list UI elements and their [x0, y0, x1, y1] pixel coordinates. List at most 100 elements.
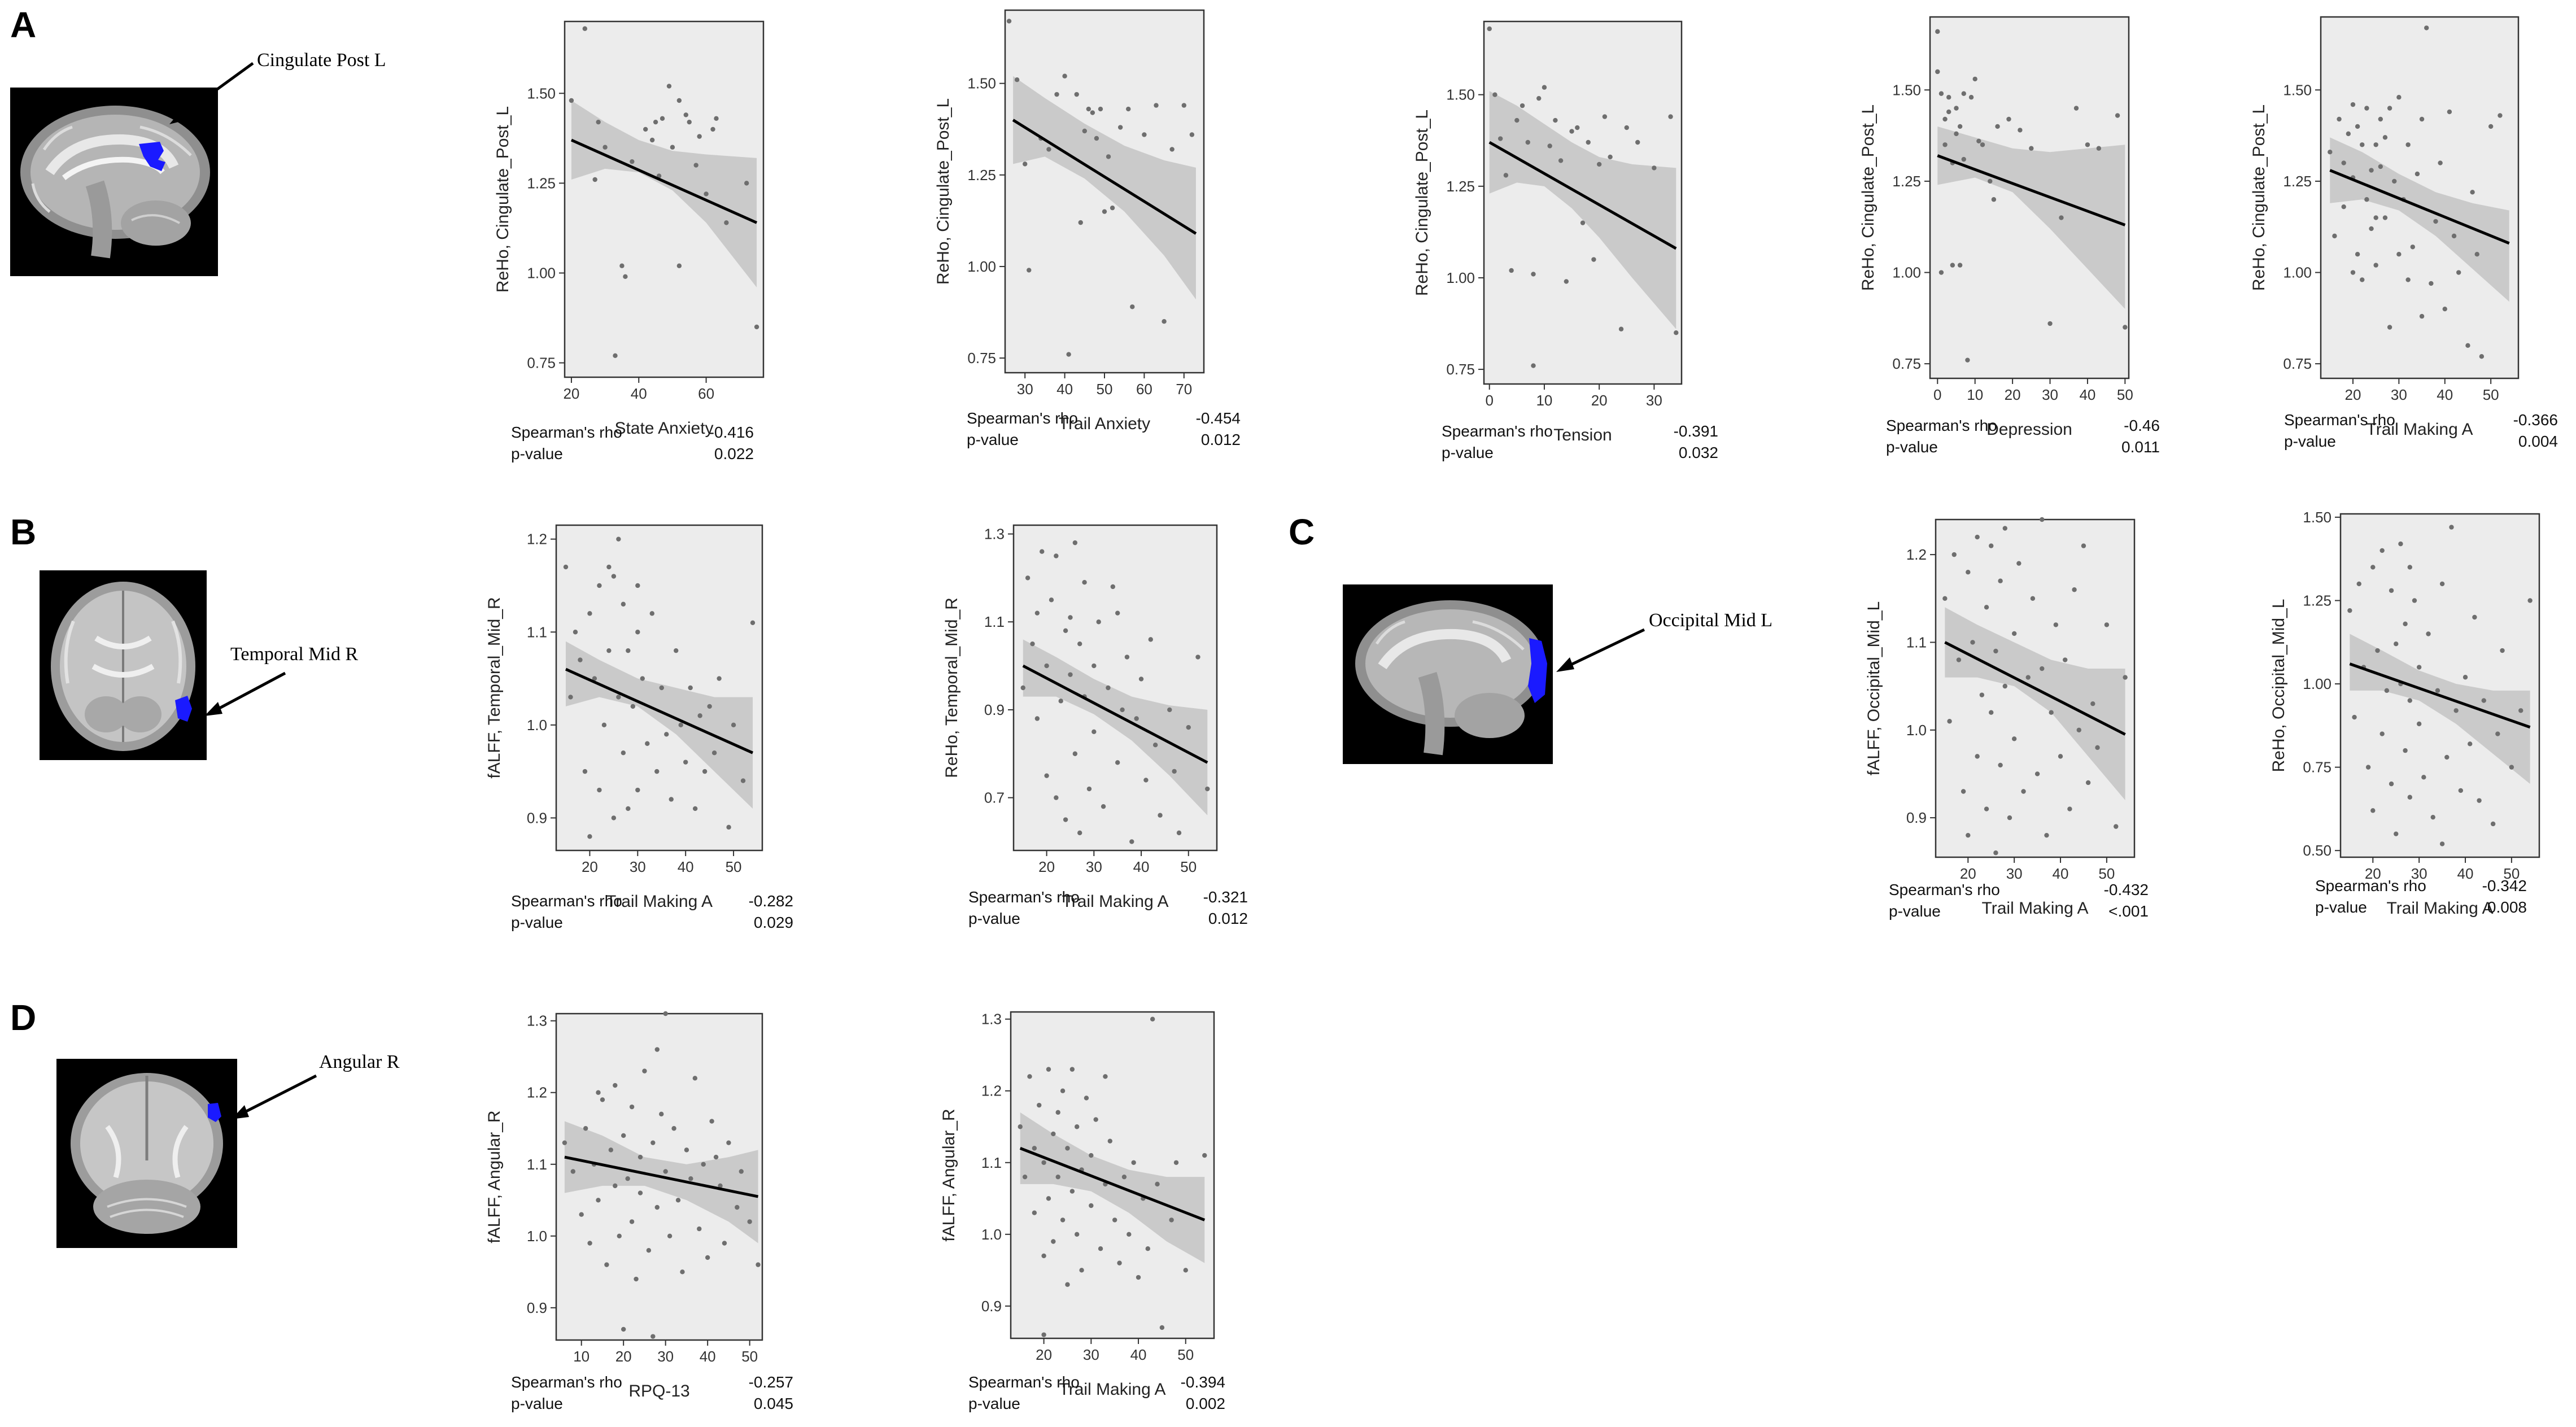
data-point — [1487, 26, 1492, 32]
data-point — [663, 1169, 668, 1174]
data-point — [1077, 641, 1082, 647]
data-point — [1591, 257, 1596, 262]
data-point — [1054, 91, 1059, 97]
data-point — [623, 274, 628, 280]
data-point — [1130, 304, 1135, 309]
data-point — [697, 1226, 702, 1232]
regression-line — [565, 667, 754, 754]
data-point — [1117, 1260, 1122, 1265]
y-tick-label: 1.0 — [1906, 722, 1927, 739]
data-point — [1065, 1146, 1070, 1151]
x-axis-label: Trail Making A — [1982, 899, 2089, 918]
chart-A5: 20 30 40 50 0.75 1.00 1.25 1.50 Trail Making A Re… — [2250, 16, 2520, 439]
data-point — [1947, 719, 1952, 724]
data-point — [1984, 806, 1989, 811]
data-point — [1674, 330, 1679, 335]
rho-value: -0.432 — [2103, 881, 2149, 898]
data-point — [726, 824, 731, 830]
data-point — [640, 676, 645, 681]
y-tick-label: 0.75 — [527, 355, 556, 372]
data-point — [645, 741, 650, 746]
y-axis-label: fALFF, Angular_R — [485, 1110, 504, 1243]
data-point — [1956, 657, 1962, 662]
data-point — [1065, 1282, 1070, 1287]
data-point — [1079, 1268, 1084, 1273]
data-point — [2025, 675, 2031, 680]
scatter-plot-a2: 30 40 50 60 70 0.75 1.00 1.25 1.50 Trail Anxiety R… — [920, 5, 1215, 452]
rho-label: Spearman's rho — [511, 1373, 622, 1391]
data-point — [1152, 742, 1158, 748]
regression-line — [1488, 141, 1677, 250]
data-point — [1110, 584, 1116, 590]
data-point — [2449, 525, 2454, 530]
data-point — [1942, 142, 1948, 147]
data-point — [579, 1212, 584, 1217]
region-label-occipital-mid-l: Occipital Mid L — [1649, 610, 1773, 631]
data-point — [2416, 721, 2422, 727]
data-point — [671, 1126, 676, 1131]
data-point — [1032, 1210, 1037, 1215]
data-point — [1602, 114, 1608, 119]
data-point — [704, 191, 709, 197]
p-value: 0.012 — [1208, 910, 1248, 927]
p-label: p-value — [1886, 438, 1938, 456]
x-tick-label: 20 — [1038, 858, 1055, 875]
data-point — [1098, 1246, 1103, 1251]
x-tick-label: 20 — [582, 858, 598, 875]
rho-value: -0.366 — [2513, 411, 2558, 429]
confidence-band — [564, 1121, 758, 1243]
y-axis-label: ReHo, Cingulate_Post_L — [1413, 110, 1431, 296]
data-point — [2085, 780, 2091, 785]
data-point — [2346, 131, 2351, 137]
chart-C1: 20 30 40 50 0.9 1.0 1.1 1.2 Trail Making A fALFF,… — [1865, 517, 2136, 918]
data-point — [2373, 215, 2378, 220]
p-label: p-value — [968, 1395, 1020, 1412]
p-label: p-value — [511, 1395, 563, 1412]
data-point — [1998, 578, 2003, 583]
data-point — [2509, 765, 2514, 770]
p-label: p-value — [1442, 444, 1494, 461]
data-point — [650, 1334, 656, 1339]
rho-value: -0.282 — [748, 892, 793, 910]
data-point — [2355, 252, 2360, 257]
x-tick-label: 50 — [2098, 865, 2115, 882]
data-point — [1072, 751, 1078, 756]
data-point — [2392, 178, 2397, 184]
data-point — [1624, 125, 1629, 130]
data-point — [1558, 158, 1564, 163]
data-point — [1995, 124, 2000, 129]
data-point — [2378, 164, 2383, 169]
rho-label: Spearman's rho — [511, 892, 622, 910]
confidence-band — [2330, 137, 2509, 302]
data-point — [1966, 569, 1971, 575]
confidence-band — [1489, 91, 1676, 329]
y-tick-label: 0.9 — [984, 701, 1005, 718]
data-point — [1942, 116, 1948, 122]
stats-c1: Spearman's rho -0.432 p-value <.001 — [1889, 881, 2149, 924]
data-point — [1492, 92, 1497, 97]
brain-sagittal-a — [20, 106, 210, 259]
data-point — [1514, 117, 1520, 123]
data-point — [630, 704, 636, 709]
data-point — [1055, 1174, 1060, 1180]
data-point — [2114, 824, 2119, 829]
regression-line — [1944, 641, 2126, 736]
p-value: 0.022 — [714, 445, 754, 462]
data-point — [1531, 272, 1536, 277]
data-point — [2477, 798, 2482, 803]
data-point — [2379, 731, 2385, 736]
data-point — [1961, 156, 1966, 162]
data-point — [717, 676, 722, 681]
y-tick-label: 1.0 — [981, 1226, 1002, 1243]
highlight-angular-r — [208, 1103, 221, 1122]
data-point — [1051, 1239, 1056, 1244]
regression-line — [564, 1155, 759, 1198]
data-point — [1040, 549, 1045, 554]
data-point — [2382, 215, 2388, 220]
data-point — [1966, 832, 1971, 838]
data-point — [2341, 160, 2346, 165]
regression-line — [1022, 664, 1208, 764]
panel-letter-c: C — [1289, 512, 1315, 552]
data-point — [2490, 821, 2496, 827]
